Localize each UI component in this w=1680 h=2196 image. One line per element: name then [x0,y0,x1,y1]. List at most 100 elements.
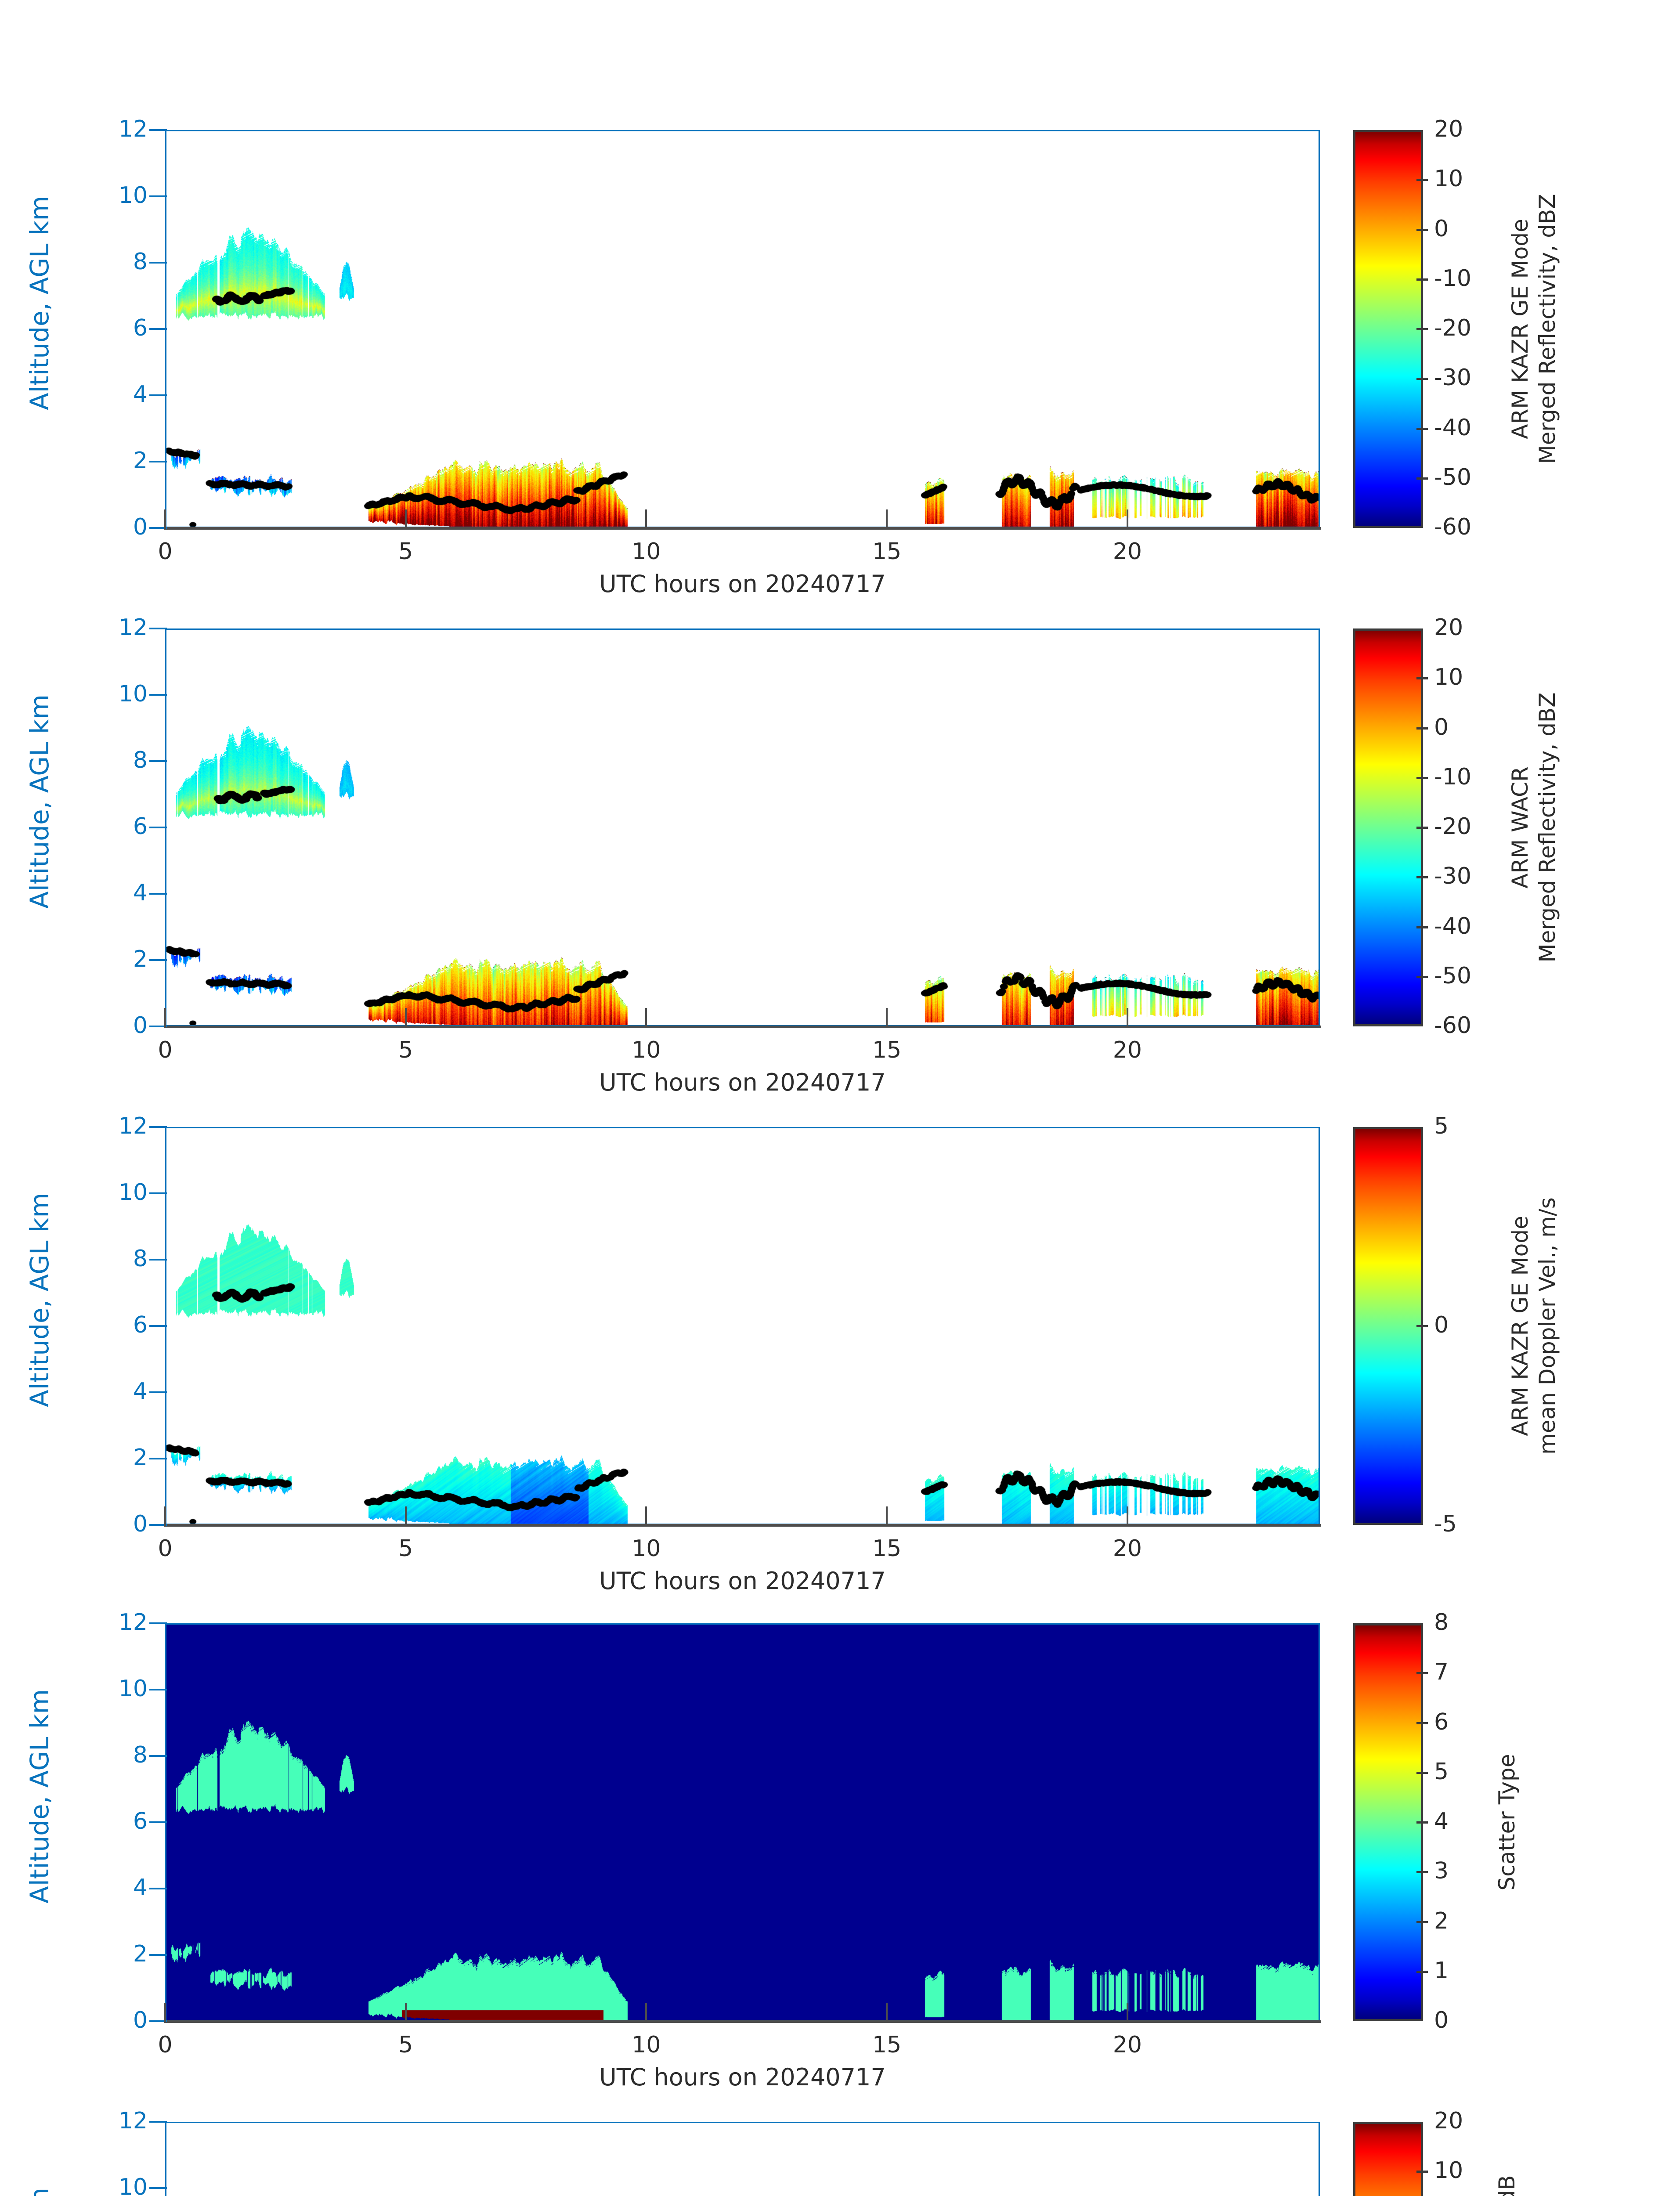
colorbar-label-kazr-ge-reflectivity: ARM KAZR GE Mode Merged Reflectivity, dBZ [1507,130,1564,528]
plot-area-kazr-ge-doppler-velocity[interactable] [165,1127,1320,1525]
y-tick [149,1192,167,1194]
x-tick [405,2003,407,2023]
plot-area-scatter-type[interactable] [165,1623,1320,2021]
y-tick-label: 12 [118,1113,148,1139]
x-axis-label: UTC hours on 20240717 [599,1567,886,1595]
x-tick-label: 15 [872,2032,902,2058]
x-tick [164,1008,166,1028]
colorbar-tick-label: 10 [1434,664,1463,691]
colorbar-tick [1416,1771,1428,1774]
y-tick-label: 10 [118,681,148,707]
colorbar-tick [1416,777,1428,779]
y-tick-label: 4 [133,1875,148,1901]
y-tick-label: 4 [133,381,148,408]
colorbar-tick-label: -40 [1434,913,1471,939]
colorbar-tick-label: 3 [1434,1858,1449,1885]
colorbar-tick-label: -50 [1434,464,1471,491]
y-tick-label: 10 [118,2174,148,2196]
colorbar-label-line1: ARM KAZR GE Mode [1507,219,1533,439]
panel-scatter-type: 0 2 4 6 8 10 12 0 5 10 15 20 UTC hours on 20240717 Al… [0,1594,1680,2093]
colorbar-tick-label: 6 [1434,1708,1449,1735]
x-tick [645,1008,647,1028]
colorbar-tick [1416,1970,1428,1973]
y-tick-label: 0 [133,1511,148,1537]
y-tick-label: 6 [133,1808,148,1835]
x-axis-label: UTC hours on 20240717 [599,1069,886,1096]
colorbar-tick-label: -30 [1434,863,1471,890]
x-axis-line [165,2020,1321,2023]
y-tick-label: 12 [118,614,148,641]
x-axis-line [165,527,1321,530]
y-tick-label: 0 [133,514,148,540]
colorbar-kazr-ge-doppler-velocity[interactable] [1353,1127,1423,1525]
colorbar-kazr-ge-reflectivity[interactable] [1353,130,1423,528]
plot-area-kazr-ge-reflectivity[interactable] [165,130,1320,528]
y-tick-label: 4 [133,880,148,906]
colorbar-tick [1416,378,1428,380]
data-layer-wacr-reflectivity [166,630,1319,1025]
y-tick [149,1821,167,1823]
y-tick [149,129,167,131]
x-tick-label: 20 [1113,1535,1142,1562]
y-tick [149,1391,167,1393]
colorbar-scatter-type[interactable] [1353,1623,1423,2021]
colorbar-tick-label: 0 [1434,714,1449,740]
y-tick [149,1954,167,1956]
colorbar-tick-label: -60 [1434,1012,1471,1039]
y-axis-label: Altitude, AGL km [25,196,54,410]
x-tick-label: 15 [872,1535,902,1562]
x-tick [405,509,407,530]
colorbar-tick-label: 20 [1434,614,1463,641]
colorbar-tick [1416,1722,1428,1724]
y-tick-label: 12 [118,2108,148,2134]
x-tick-label: 10 [632,2032,661,2058]
y-tick [149,893,167,895]
data-layer-de-cluttered-max-reflectivity [166,2123,1319,2196]
colorbar-tick [1416,179,1428,181]
colorbar-tick [1416,926,1428,928]
x-axis-line [165,1524,1321,1527]
colorbar-tick [1416,1871,1428,1874]
colorbar-tick-label: 10 [1434,166,1463,192]
colorbar-label-line2: Merged Reflectivity, dBZ [1535,692,1560,963]
x-tick [405,1008,407,1028]
colorbar-tick-label: -40 [1434,414,1471,441]
y-tick [149,1888,167,1889]
x-tick-label: 20 [1113,2032,1142,2058]
x-tick [1126,1506,1128,1527]
colorbar-tick [1416,1921,1428,1923]
x-tick-label: 15 [872,1037,902,1063]
colorbar-tick-label: 0 [1434,2007,1449,2033]
x-tick-label: 20 [1113,538,1142,565]
y-tick [149,1689,167,1690]
y-tick [149,1755,167,1757]
heatmap-canvas-kazr-ge-reflectivity [166,131,1319,527]
plot-area-de-cluttered-max-reflectivity[interactable] [165,2122,1320,2196]
y-tick-label: 8 [133,249,148,275]
colorbar-tick [1416,2171,1428,2173]
x-tick-label: 0 [158,1037,173,1063]
y-axis-label: Altitude, AGL km [25,694,54,909]
y-tick-label: 2 [133,448,148,474]
colorbar-wacr-reflectivity[interactable] [1353,628,1423,1026]
x-tick [645,2003,647,2023]
y-tick [149,827,167,828]
y-tick [149,1259,167,1261]
y-tick-label: 0 [133,1012,148,1039]
y-tick-label: 10 [118,1676,148,1702]
y-tick [149,1126,167,1128]
plot-area-wacr-reflectivity[interactable] [165,628,1320,1026]
data-layer-kazr-ge-reflectivity [166,131,1319,527]
colorbar-tick-label: -20 [1434,315,1471,341]
y-tick-label: 10 [118,1179,148,1206]
data-layer-scatter-type [166,1625,1319,2020]
x-tick-label: 20 [1113,1037,1142,1063]
y-tick-label: 2 [133,1941,148,1967]
colorbar-tick-label: -10 [1434,265,1471,292]
y-tick [149,2121,167,2123]
x-axis-line [165,1026,1321,1028]
y-tick [149,527,167,529]
colorbar-de-cluttered-max-reflectivity[interactable] [1353,2122,1423,2196]
y-tick [149,694,167,696]
x-tick [886,2003,888,2023]
